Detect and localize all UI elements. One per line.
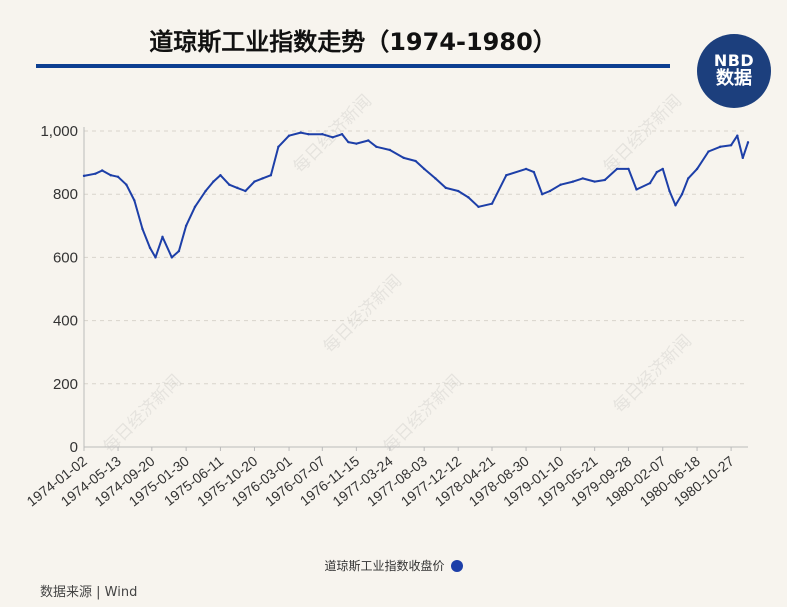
data-point bbox=[125, 183, 128, 186]
page-title: 道琼斯工业指数走势（1974-1980） bbox=[149, 28, 557, 56]
data-point bbox=[467, 196, 470, 199]
data-point bbox=[184, 224, 188, 227]
data-point bbox=[141, 227, 144, 231]
data-point bbox=[307, 132, 310, 136]
logo-text-nbd: NBD bbox=[713, 51, 755, 71]
legend-label: 道琼斯工业指数收盘价 bbox=[324, 559, 445, 573]
data-point bbox=[204, 189, 207, 193]
data-point bbox=[193, 205, 197, 209]
data-point bbox=[253, 180, 256, 183]
data-point bbox=[627, 167, 630, 171]
data-point bbox=[648, 181, 652, 185]
data-point bbox=[269, 174, 273, 177]
data-point bbox=[680, 193, 684, 196]
data-point bbox=[707, 150, 710, 153]
series-line-dow-jones bbox=[83, 131, 749, 259]
data-point bbox=[729, 144, 733, 147]
data-point bbox=[261, 177, 264, 180]
data-point bbox=[177, 249, 181, 253]
data-point bbox=[736, 134, 739, 137]
data-point bbox=[388, 148, 392, 152]
data-point bbox=[548, 189, 552, 193]
legend-marker-icon bbox=[450, 559, 463, 572]
title-underline bbox=[36, 64, 670, 68]
data-point bbox=[674, 204, 677, 207]
data-point bbox=[82, 174, 86, 178]
data-point bbox=[635, 188, 638, 191]
data-point bbox=[422, 167, 426, 171]
data-point bbox=[402, 156, 405, 160]
data-point bbox=[161, 235, 164, 239]
data-point bbox=[477, 205, 480, 209]
data-point bbox=[571, 180, 575, 183]
y-tick-label: 1,000 bbox=[40, 123, 78, 140]
data-point bbox=[444, 186, 447, 190]
data-point bbox=[718, 145, 722, 148]
data-point bbox=[414, 159, 417, 163]
data-point bbox=[434, 177, 437, 180]
y-tick-label: 600 bbox=[53, 249, 78, 266]
data-point bbox=[367, 139, 370, 142]
data-point bbox=[154, 256, 157, 259]
nbd-logo: NBD 数据 bbox=[697, 34, 771, 108]
data-point bbox=[331, 136, 334, 139]
data-point bbox=[133, 199, 136, 202]
data-point bbox=[524, 167, 528, 171]
data-point bbox=[746, 141, 750, 144]
logo-text-data: 数据 bbox=[716, 67, 752, 89]
data-point bbox=[287, 134, 291, 137]
data-point bbox=[490, 202, 494, 205]
data-point bbox=[457, 189, 460, 193]
y-tick-label: 400 bbox=[53, 313, 78, 330]
data-point bbox=[109, 174, 112, 177]
data-point bbox=[581, 177, 584, 180]
data-point bbox=[94, 172, 97, 175]
chart-legend: 道琼斯工业指数收盘价 bbox=[0, 557, 787, 574]
data-point bbox=[355, 142, 358, 145]
data-point bbox=[347, 140, 350, 144]
line-chart: 02004006008001,0001974-01-021974-05-1319… bbox=[24, 123, 750, 509]
data-point bbox=[655, 170, 658, 174]
data-source: 数据来源 | Wind bbox=[40, 585, 138, 600]
data-point bbox=[100, 169, 104, 172]
data-point bbox=[321, 132, 324, 136]
data-point bbox=[375, 145, 378, 148]
data-point bbox=[540, 193, 544, 196]
data-point bbox=[244, 189, 247, 193]
y-tick-label: 0 bbox=[70, 439, 78, 456]
data-point bbox=[687, 177, 690, 180]
data-point bbox=[116, 175, 120, 179]
y-tick-label: 800 bbox=[53, 186, 78, 203]
data-point bbox=[741, 156, 745, 160]
data-point bbox=[559, 183, 562, 186]
y-tick-label: 200 bbox=[53, 376, 78, 393]
data-point bbox=[277, 145, 280, 148]
data-point bbox=[299, 131, 302, 134]
data-point bbox=[615, 167, 619, 171]
data-point bbox=[668, 189, 671, 193]
data-point bbox=[236, 186, 239, 190]
data-point bbox=[212, 180, 215, 183]
data-point bbox=[228, 183, 231, 186]
data-point bbox=[148, 246, 152, 250]
data-point bbox=[695, 167, 699, 171]
data-point bbox=[661, 167, 664, 171]
data-point bbox=[603, 178, 607, 182]
data-point bbox=[593, 180, 596, 183]
data-point bbox=[505, 174, 508, 177]
data-point bbox=[532, 170, 536, 174]
data-point bbox=[170, 256, 174, 259]
data-point bbox=[219, 174, 222, 177]
data-point bbox=[340, 132, 344, 136]
